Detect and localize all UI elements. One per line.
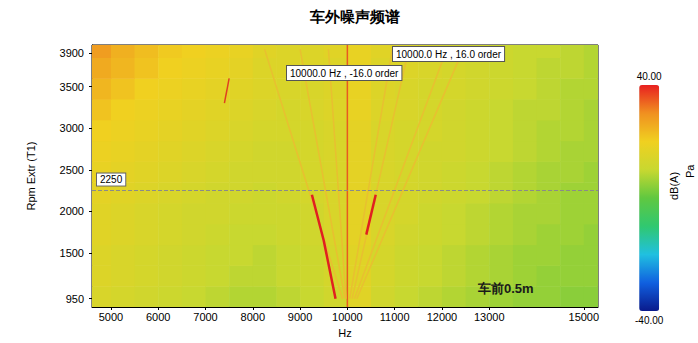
svg-text:13000: 13000 bbox=[474, 311, 505, 323]
svg-text:Pa: Pa bbox=[684, 164, 696, 178]
svg-text:3900: 3900 bbox=[60, 47, 84, 59]
svg-text:5000: 5000 bbox=[99, 311, 123, 323]
svg-text:2250: 2250 bbox=[100, 174, 123, 185]
svg-text:2500: 2500 bbox=[60, 164, 84, 176]
svg-text:15000: 15000 bbox=[569, 311, 600, 323]
svg-text:3000: 3000 bbox=[60, 122, 84, 134]
svg-text:10000.0 Hz , 16.0 order: 10000.0 Hz , 16.0 order bbox=[396, 49, 502, 60]
svg-text:Rpm Extr (T1): Rpm Extr (T1) bbox=[25, 141, 37, 210]
svg-text:7000: 7000 bbox=[193, 311, 217, 323]
svg-text:9000: 9000 bbox=[288, 311, 312, 323]
svg-text:11000: 11000 bbox=[380, 311, 410, 323]
svg-text:3500: 3500 bbox=[60, 81, 84, 93]
svg-text:2000: 2000 bbox=[60, 205, 84, 217]
svg-text:6000: 6000 bbox=[146, 311, 170, 323]
svg-text:车外噪声频谱: 车外噪声频谱 bbox=[309, 8, 400, 25]
svg-text:12000: 12000 bbox=[427, 311, 458, 323]
svg-text:车前0.5m: 车前0.5m bbox=[477, 281, 534, 296]
svg-text:dB(A): dB(A) bbox=[668, 172, 680, 200]
svg-text:10000: 10000 bbox=[332, 311, 363, 323]
svg-text:10000.0 Hz , -16.0 order: 10000.0 Hz , -16.0 order bbox=[290, 68, 399, 79]
svg-text:-40.00: -40.00 bbox=[635, 315, 664, 326]
svg-text:Hz: Hz bbox=[338, 327, 351, 339]
svg-text:1500: 1500 bbox=[60, 247, 84, 259]
svg-text:8000: 8000 bbox=[241, 311, 265, 323]
svg-text:40.00: 40.00 bbox=[637, 71, 662, 82]
svg-text:950: 950 bbox=[66, 293, 84, 305]
